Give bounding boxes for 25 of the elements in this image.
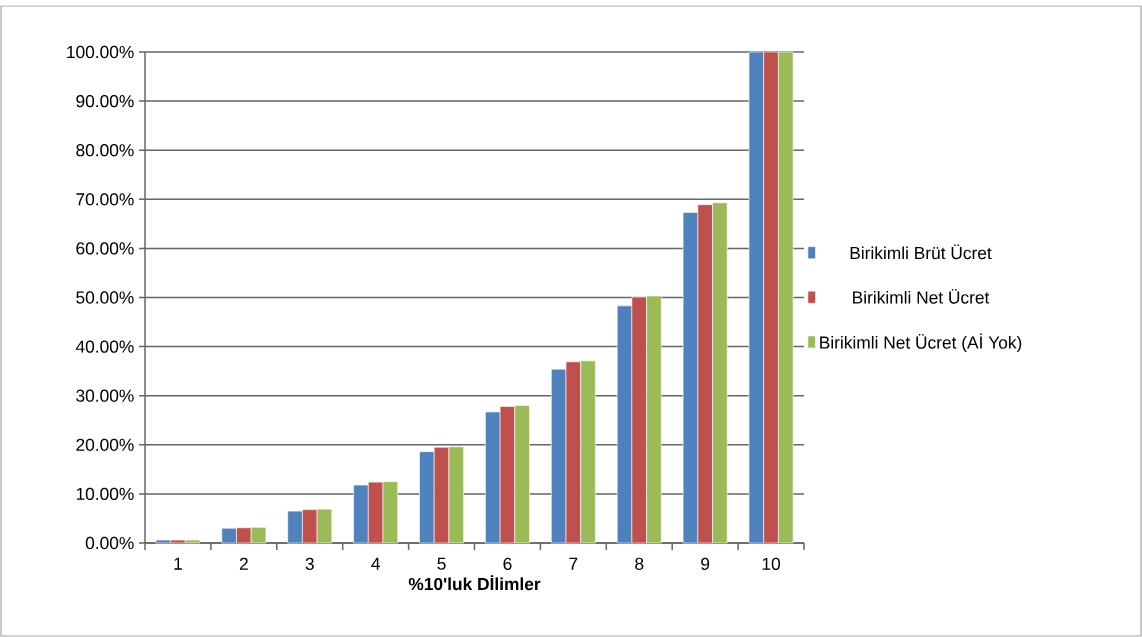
y-tick-label: 40.00% xyxy=(75,340,134,353)
x-tick-label: 5 xyxy=(437,557,446,570)
y-tick-label: 30.00% xyxy=(76,389,134,402)
x-tick-label: 6 xyxy=(503,557,512,570)
x-tick-label: 9 xyxy=(701,557,710,570)
legend-label: Birikimli Net Ücret xyxy=(853,288,990,304)
y-tick-label: 70.00% xyxy=(76,193,134,206)
y-tick-label: 90.00% xyxy=(76,94,134,108)
x-tick-label: 1 xyxy=(174,557,182,570)
x-tick-label: 2 xyxy=(239,557,248,570)
x-tick-label: 3 xyxy=(305,557,314,570)
y-tick-label: 0.00% xyxy=(85,536,134,550)
x-tick-label: 8 xyxy=(635,557,644,570)
y-tick-label: 10.00% xyxy=(76,487,134,501)
x-tick-label: 7 xyxy=(569,557,578,570)
legend-label: Birikimli Net Ücret (Aİ Yok) xyxy=(820,333,1022,353)
y-tick-label: 80.00% xyxy=(76,144,134,157)
x-axis-title: %10'luk Dİlimler xyxy=(408,575,541,591)
x-tick-label: 4 xyxy=(371,557,380,570)
x-tick-label: 10 xyxy=(762,557,781,570)
y-tick-label: 50.00% xyxy=(76,291,134,304)
y-tick-label: 20.00% xyxy=(76,438,134,451)
legend-label: Birikimli Brüt Ücret xyxy=(850,244,992,260)
y-tick-label: 100.00% xyxy=(67,45,134,59)
y-tick-label: 60.00% xyxy=(76,242,134,255)
